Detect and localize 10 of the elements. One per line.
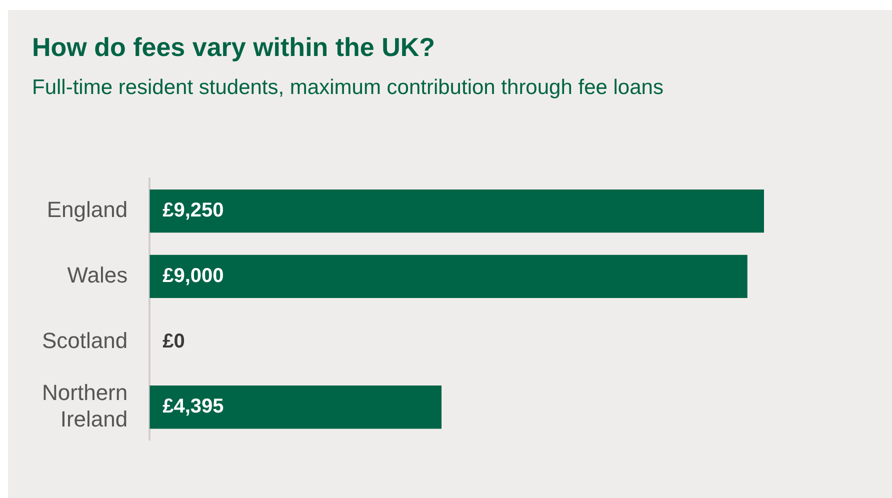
data-label: £4,395 — [162, 396, 224, 418]
y-tick-label: Scotland — [42, 328, 128, 353]
chart-title: How do fees vary within the UK? — [32, 32, 436, 63]
data-label: £9,250 — [162, 200, 224, 222]
y-tick-label: Northern Ireland — [42, 380, 128, 432]
data-label: £9,000 — [162, 264, 224, 287]
chart-subtitle: Full-time resident students, maximum contribution through fee loans — [32, 76, 664, 100]
y-tick-label: Wales — [67, 262, 128, 288]
data-label: £0 — [162, 330, 185, 352]
y-tick-label: England — [46, 197, 128, 222]
